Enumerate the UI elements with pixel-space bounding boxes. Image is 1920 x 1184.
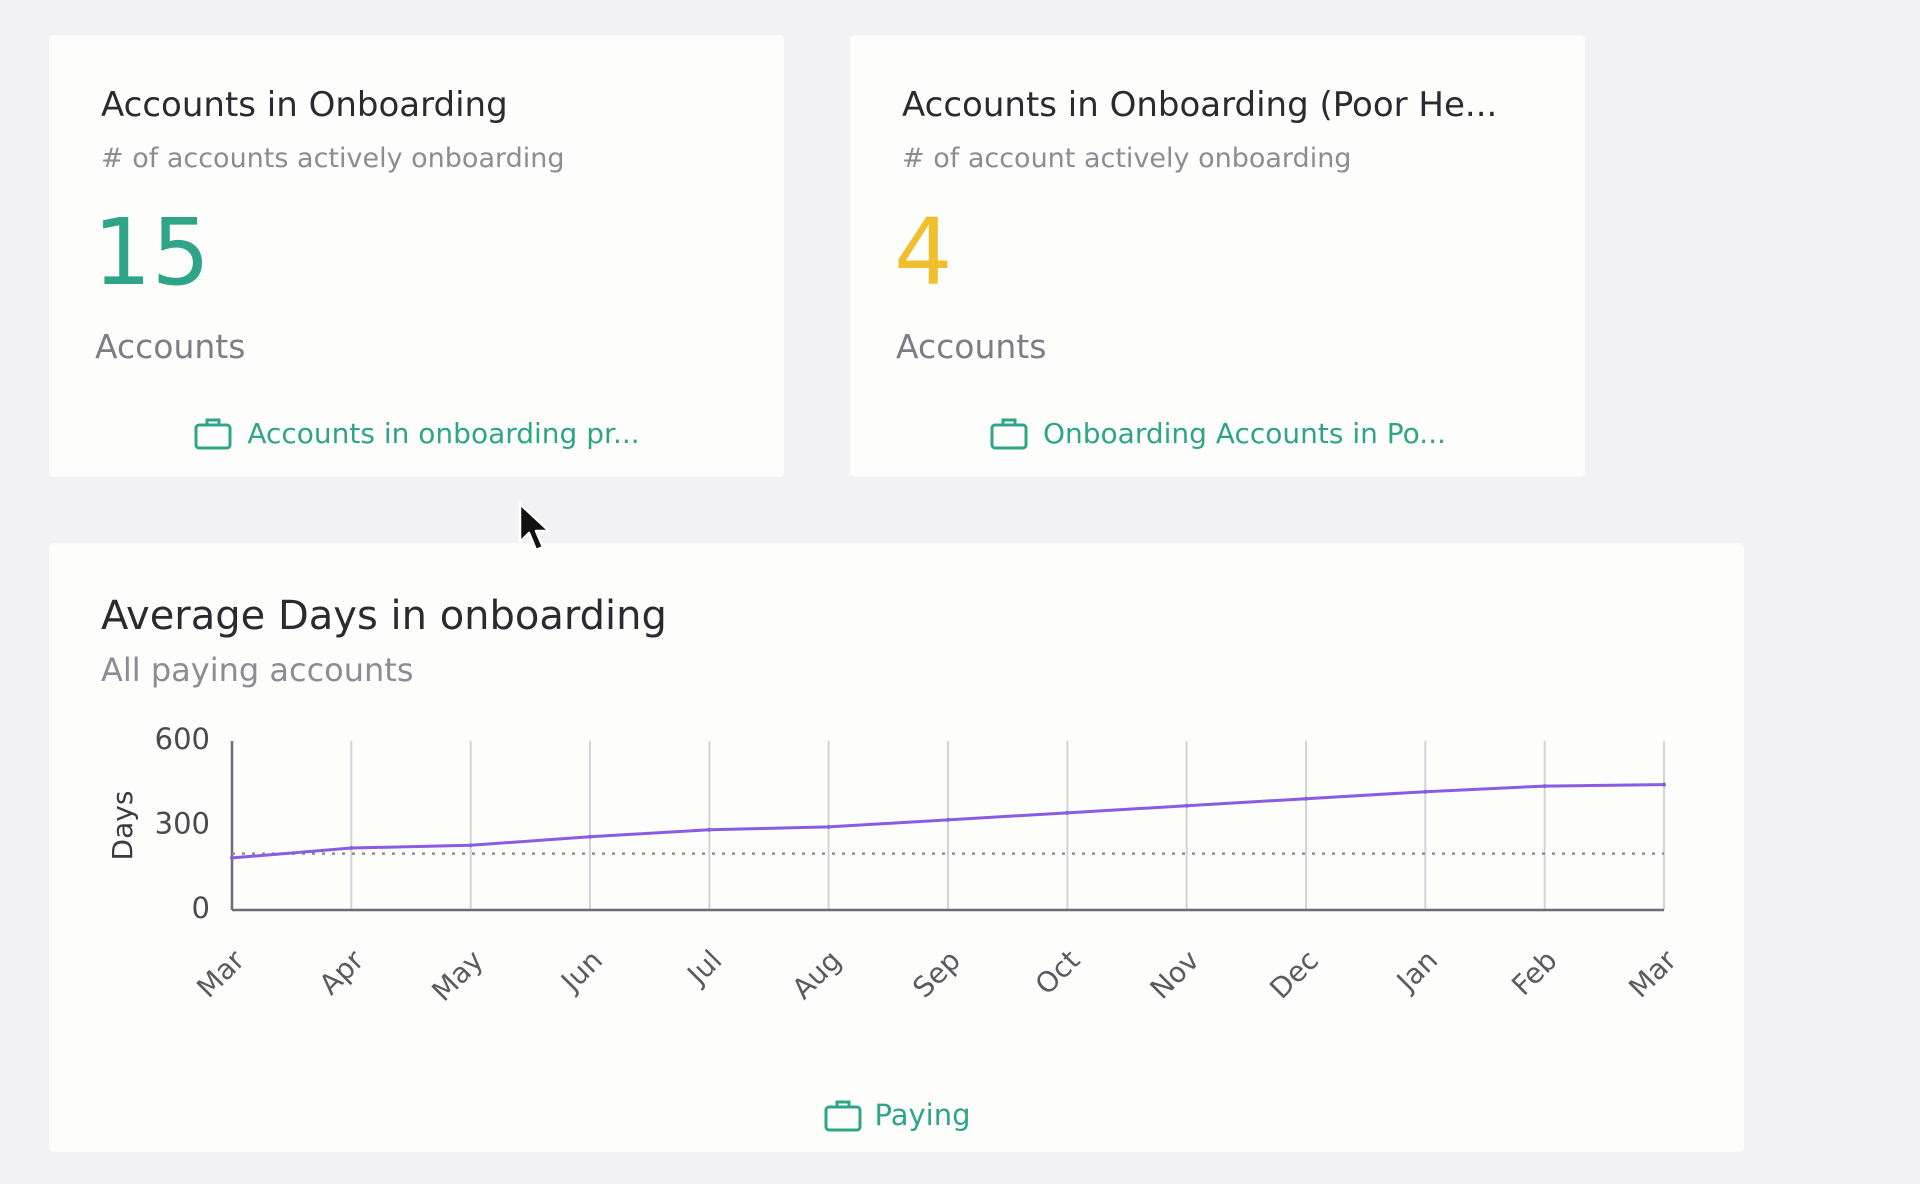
data-point: [946, 817, 950, 822]
y-tick-label: 600: [155, 722, 210, 756]
x-tick-label: Mar: [190, 943, 251, 1004]
x-tick-label: Aug: [786, 944, 848, 1006]
legend-label: Paying: [874, 1098, 971, 1132]
x-tick-label: Dec: [1263, 944, 1325, 1006]
x-tick-label: Jan: [1389, 944, 1444, 999]
chart-legend-paying[interactable]: Paying: [49, 1097, 1744, 1133]
card-subtitle: # of accounts actively onboarding: [101, 143, 565, 174]
metric-card-onboarding: Accounts in Onboarding # of accounts act…: [49, 35, 784, 477]
x-tick-label: Jun: [553, 944, 609, 1000]
card-link-onboarding-list[interactable]: Accounts in onboarding pr...: [49, 415, 784, 451]
x-tick-label: Feb: [1505, 944, 1563, 1002]
y-axis-label: Days: [106, 791, 139, 861]
metric-value: 4: [894, 199, 953, 306]
data-point: [707, 827, 712, 832]
chart-title: Average Days in onboarding: [101, 593, 667, 639]
briefcase-icon: [824, 1100, 862, 1132]
briefcase-icon: [990, 418, 1028, 450]
data-point: [1423, 789, 1428, 794]
y-tick-label: 0: [192, 891, 210, 925]
x-tick-label: May: [425, 944, 489, 1008]
card-link-label: Accounts in onboarding pr...: [247, 416, 640, 450]
x-tick-label: Apr: [313, 943, 371, 1001]
card-title: Accounts in Onboarding (Poor He...: [902, 85, 1498, 125]
data-point: [1184, 803, 1189, 808]
data-point: [588, 834, 592, 839]
data-point: [826, 824, 831, 829]
mouse-cursor-icon: [518, 502, 551, 552]
card-link-label: Onboarding Accounts in Po...: [1042, 416, 1447, 450]
x-tick-label: Jul: [680, 944, 729, 993]
data-point: [468, 843, 473, 848]
metric-card-onboarding-poor-health: Accounts in Onboarding (Poor He... # of …: [850, 35, 1585, 477]
data-point: [349, 846, 354, 851]
data-point: [1542, 784, 1547, 789]
metric-unit: Accounts: [896, 327, 1047, 366]
data-point: [1065, 810, 1070, 815]
chart-subtitle: All paying accounts: [101, 651, 414, 689]
data-point: [230, 855, 234, 860]
x-tick-label: Mar: [1622, 943, 1683, 1004]
data-point: [1304, 796, 1308, 801]
card-link-poor-health-list[interactable]: Onboarding Accounts in Po...: [850, 415, 1585, 451]
metric-unit: Accounts: [95, 327, 246, 366]
briefcase-icon: [194, 418, 232, 450]
card-subtitle: # of account actively onboarding: [902, 143, 1352, 174]
line-chart: 0 300 600 Days Mar Apr May Jun Jul Aug Sep Oct Nov De…: [106, 722, 1683, 1008]
data-point: [1662, 782, 1666, 787]
x-tick-label: Nov: [1144, 944, 1206, 1006]
metric-value: 15: [93, 199, 211, 306]
x-tick-label: Oct: [1029, 944, 1087, 1002]
card-title: Accounts in Onboarding: [101, 85, 508, 125]
x-tick-label: Sep: [906, 944, 967, 1005]
chart-card-average-days: Average Days in onboarding All paying ac…: [49, 543, 1744, 1152]
y-tick-label: 300: [155, 807, 210, 841]
